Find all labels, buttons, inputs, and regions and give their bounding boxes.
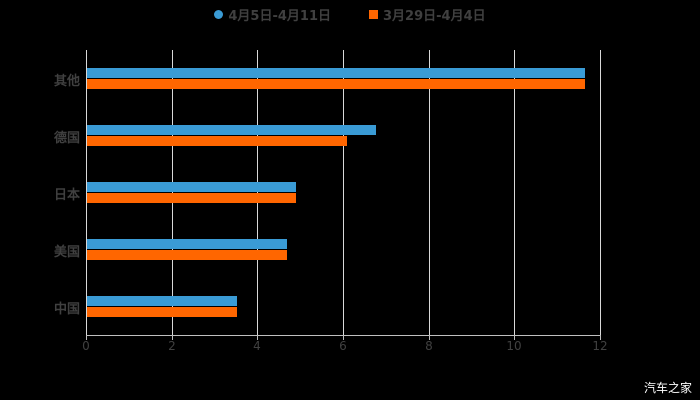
gridline [86,50,87,335]
x-tick [514,335,515,340]
x-tick [343,335,344,340]
gridline [514,50,515,335]
x-tick-label: 2 [168,339,176,353]
x-tick-label: 0 [82,339,90,353]
watermark: 汽车之家 [643,381,692,395]
bar-series-1 [87,125,376,135]
category-label: 其他 [53,73,80,89]
bar-series-1 [87,296,237,306]
category-label: 德国 [53,130,80,146]
category-label: 日本 [53,187,80,203]
bar-series-1 [87,68,585,78]
bar-series-2 [87,193,296,203]
category-label: 美国 [53,244,80,260]
legend-item-series-2[interactable]: 3月29日-4月4日 [369,4,486,24]
x-tick [600,335,601,340]
legend-item-series-1[interactable]: 4月5日-4月11日 [214,4,331,24]
legend-label: 3月29日-4月4日 [383,8,486,24]
gridline [257,50,258,335]
bar-series-2 [87,250,287,260]
x-tick-label: 12 [592,339,608,353]
x-tick [172,335,173,340]
x-axis-line [86,335,601,336]
bar-series-2 [87,79,585,89]
legend-label: 4月5日-4月11日 [228,8,331,24]
gridline [172,50,173,335]
x-tick-label: 8 [425,339,433,353]
gridline [600,50,601,335]
x-tick [86,335,87,340]
category-label: 中国 [53,301,80,317]
x-tick-label: 6 [339,339,347,353]
gridline [343,50,344,335]
x-tick [257,335,258,340]
chart-legend: 4月5日-4月11日 3月29日-4月4日 [0,4,700,24]
bar-series-2 [87,307,237,317]
legend-swatch-orange [369,9,378,19]
x-tick-label: 10 [506,339,522,353]
bar-series-2 [87,136,347,146]
x-tick-label: 4 [253,339,261,353]
bar-series-1 [87,182,296,192]
x-tick [429,335,430,340]
legend-swatch-blue [214,9,224,19]
bar-series-1 [87,239,287,249]
gridline [429,50,430,335]
